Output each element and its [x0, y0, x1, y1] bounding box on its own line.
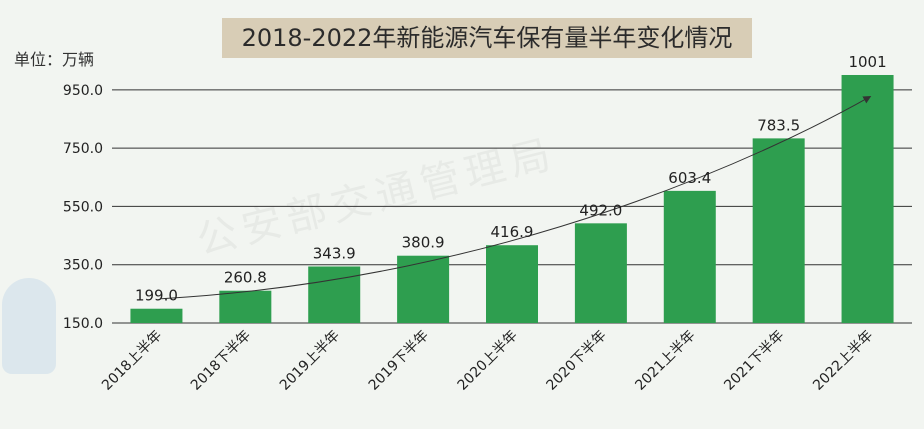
x-category-label: 2021上半年 — [632, 328, 698, 394]
trend-arrow — [161, 96, 872, 300]
bar — [574, 223, 627, 323]
data-label: 492.0 — [579, 201, 622, 219]
unit-label: 单位：万辆 — [14, 50, 95, 69]
bar — [130, 308, 183, 323]
y-tick-label: 550.0 — [63, 199, 103, 215]
x-category-label: 2020下半年 — [544, 328, 610, 394]
trend-arrow-line — [161, 96, 872, 300]
data-label: 260.8 — [224, 269, 267, 287]
y-tick-label: 750.0 — [63, 141, 103, 157]
bar — [486, 245, 538, 323]
police-mascot-badge — [2, 278, 56, 374]
x-category-label: 2022上半年 — [810, 328, 876, 394]
data-label: 199.0 — [135, 287, 178, 305]
data-label: 603.4 — [668, 169, 711, 187]
bar — [841, 74, 894, 323]
data-labels: 199.0 260.8 343.9 380.9 416.9 492.0 603.4 783.5… — [135, 53, 887, 305]
y-axis-ticks: 150.0 350.0 550.0 750.0 950.0 — [63, 83, 103, 332]
x-category-label: 2019下半年 — [366, 328, 432, 394]
data-label: 343.9 — [313, 244, 356, 262]
data-label: 416.9 — [491, 223, 534, 241]
x-category-label: 2020上半年 — [455, 328, 521, 394]
y-tick-label: 350.0 — [63, 258, 103, 274]
data-label: 1001 — [848, 53, 886, 71]
x-category-label: 2018下半年 — [188, 328, 254, 394]
x-category-label: 2019上半年 — [277, 328, 343, 394]
y-tick-label: 150.0 — [63, 316, 103, 332]
y-tick-label: 950.0 — [63, 83, 103, 99]
data-label: 380.9 — [402, 234, 445, 252]
chart-title: 2018-2022年新能源汽车保有量半年变化情况 — [222, 18, 752, 58]
x-category-label: 2018上半年 — [99, 328, 165, 394]
bars — [130, 74, 894, 323]
x-category-label: 2021下半年 — [721, 328, 787, 394]
bar — [752, 138, 805, 323]
bar — [397, 255, 450, 323]
bar — [308, 266, 361, 323]
data-label: 783.5 — [757, 116, 800, 134]
bar — [663, 190, 716, 323]
bar — [219, 290, 272, 323]
x-axis-categories: 2018上半年 2018下半年 2019上半年 2019下半年 2020上半年 2020下… — [99, 328, 876, 394]
